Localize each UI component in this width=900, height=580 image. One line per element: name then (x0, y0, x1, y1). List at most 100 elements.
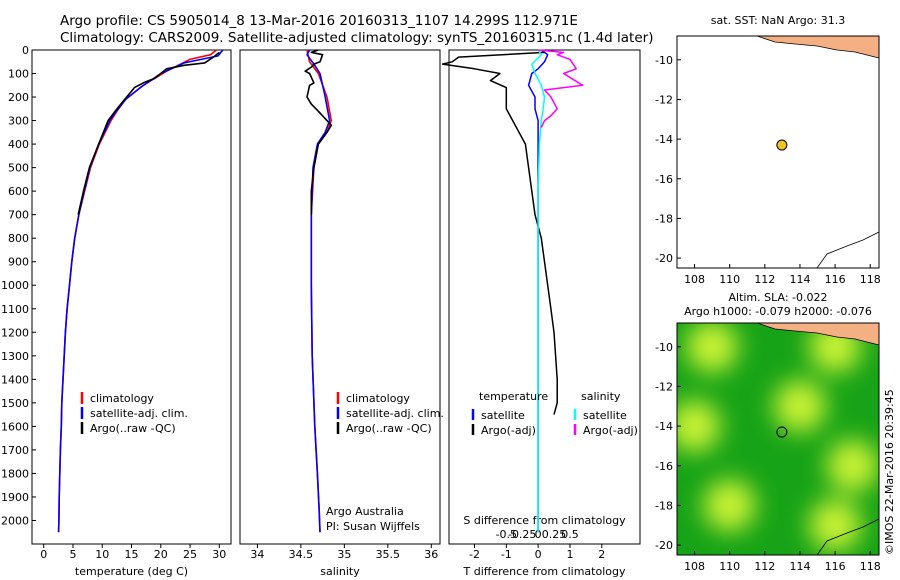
sla-map-coastline (816, 518, 880, 556)
sla-map-y-tick-label: -18 (655, 499, 673, 512)
depth-tick-label: 2000 (1, 514, 29, 527)
sla-map-x-tick-label: 116 (825, 560, 846, 573)
sla-map-x-tick-label: 110 (719, 560, 740, 573)
temperature-legend-label: climatology (90, 392, 154, 405)
difference-x-tick-label: 1 (566, 548, 573, 561)
temperature-x-tick-label: 25 (183, 548, 197, 561)
sla-map-x-tick-label: 114 (789, 560, 810, 573)
depth-tick-label: 1200 (1, 326, 29, 339)
depth-tick-label: 400 (8, 138, 29, 151)
sla-map-argo-marker (776, 426, 788, 438)
sla-map-y-tick-label: -14 (655, 420, 673, 433)
difference-x-tick-label: 2 (598, 548, 605, 561)
difference-line-salinity-salinity_sat (531, 49, 546, 533)
sla-map-high-patch (677, 400, 721, 453)
header-line1: Argo profile: CS 5905014_8 13-Mar-2016 2… (60, 13, 578, 29)
temperature-legend-label: satellite-adj. clim. (90, 407, 188, 420)
difference-legend-label: satellite (583, 409, 627, 422)
depth-tick-label: 200 (8, 91, 29, 104)
credit-text: ©IMOS 22-Mar-2016 20:39:45 (883, 389, 896, 555)
salinity-frame (239, 49, 441, 545)
difference-line-salinity-salinity_argo (538, 49, 584, 128)
temperature-x-tick-label: 30 (212, 548, 226, 561)
sla-map-highs (677, 323, 879, 552)
temperature-x-tick-label: 15 (125, 548, 139, 561)
depth-tick-label: 1900 (1, 491, 29, 504)
sla-map-x-tick-label: 112 (754, 560, 775, 573)
plots: 0100200300400500600700800900100011001200… (1, 14, 881, 578)
difference-x-tick-label: 0 (535, 548, 542, 561)
temperature-line-argo (77, 51, 220, 215)
sst-map-y-tick-label: -10 (655, 54, 673, 67)
sst-map-coastline (816, 231, 880, 269)
temperature-x-tick-label: 20 (154, 548, 168, 561)
difference-s-tick-label: 0.5 (561, 528, 579, 541)
sst-map-x-tick-label: 108 (684, 273, 705, 286)
depth-tick-label: 1600 (1, 420, 29, 433)
difference-frame (448, 49, 641, 545)
temperature-frame (31, 49, 232, 545)
difference-legend-header-salinity: salinity (581, 390, 621, 403)
temperature-line-climatology (57, 49, 217, 533)
sst-map-x-tick-label: 110 (719, 273, 740, 286)
salinity-legend-label: climatology (346, 392, 410, 405)
sst-map-frame (676, 35, 880, 269)
salinity-x-tick-label: 34 (250, 548, 264, 561)
salinity-legend-label: Argo(..raw -QC) (346, 422, 432, 435)
depth-tick-label: 600 (8, 185, 29, 198)
salinity-xlabel: salinity (320, 565, 360, 578)
sla-map-y-tick-label: -12 (655, 380, 673, 393)
sst-map-x-tick-label: 118 (860, 273, 881, 286)
depth-tick-label: 900 (8, 256, 29, 269)
sst-map-background (677, 36, 879, 268)
sla-map-field (677, 323, 879, 555)
temperature-x-tick-label: 10 (95, 548, 109, 561)
sst-map-x-tick-label: 114 (789, 273, 810, 286)
depth-tick-label: 1400 (1, 373, 29, 386)
depth-tick-label: 1300 (1, 350, 29, 363)
sst-map-x-tick-label: 116 (825, 273, 846, 286)
temperature-x-tick-label: 5 (69, 548, 76, 561)
sst-map-y-tick-label: -16 (655, 173, 673, 186)
temperature-legend-label: Argo(..raw -QC) (90, 422, 176, 435)
sla-map-high-patch (773, 380, 826, 433)
sst-map-title: sat. SST: NaN Argo: 31.3 (711, 14, 845, 27)
salinity-x-tick-label: 35 (337, 548, 351, 561)
difference-xlabel: T difference from climatology (463, 565, 626, 578)
sla-map-y-tick-label: -10 (655, 341, 673, 354)
difference-x-tick-label: -1 (501, 548, 512, 561)
difference-s-label: S difference from climatology (463, 514, 626, 527)
sla-map-title: Altim. SLA: -0.022 (728, 291, 827, 304)
sla-map-subtitle: Argo h1000: -0.079 h2000: -0.076 (684, 305, 872, 318)
sst-map-y-tick-label: -20 (655, 252, 673, 265)
depth-tick-label: 1800 (1, 467, 29, 480)
sst-map-x-tick-label: 112 (754, 273, 775, 286)
difference-x-tick-label: -2 (469, 548, 480, 561)
sla-map-high-patch (703, 479, 756, 532)
sst-map-y-tick-label: -18 (655, 212, 673, 225)
salinity-x-tick-label: 34.5 (289, 548, 314, 561)
difference-legend-label: Argo(-adj) (583, 424, 638, 437)
depth-tick-label: 100 (8, 68, 29, 81)
sst-map-y-tick-label: -14 (655, 133, 673, 146)
sla-map-high-patch (686, 323, 739, 373)
difference-line-temperature-argo (441, 51, 558, 415)
sla-map-y-tick-label: -16 (655, 460, 673, 473)
salinity-line-argo (304, 49, 333, 215)
salinity-x-tick-label: 35.5 (376, 548, 401, 561)
difference-legend-header-temperature: temperature (479, 390, 548, 403)
difference-s-tick-label: 0.25 (542, 528, 567, 541)
difference-s-tick-label: 0 (535, 528, 542, 541)
sla-map-high-patch (809, 499, 862, 552)
salinity-annotation-1: Argo Australia (326, 505, 404, 518)
depth-tick-label: 1700 (1, 444, 29, 457)
difference-s-tick-label: -0.5 (496, 528, 517, 541)
difference-s-tick-label: -0.25 (508, 528, 536, 541)
difference-legend-label: Argo(-adj) (481, 424, 536, 437)
header-line2: Climatology: CARS2009. Satellite-adjuste… (60, 30, 653, 46)
depth-tick-label: 1100 (1, 303, 29, 316)
depth-tick-label: 300 (8, 115, 29, 128)
depth-tick-label: 700 (8, 209, 29, 222)
salinity-legend-label: satellite-adj. clim. (346, 407, 444, 420)
